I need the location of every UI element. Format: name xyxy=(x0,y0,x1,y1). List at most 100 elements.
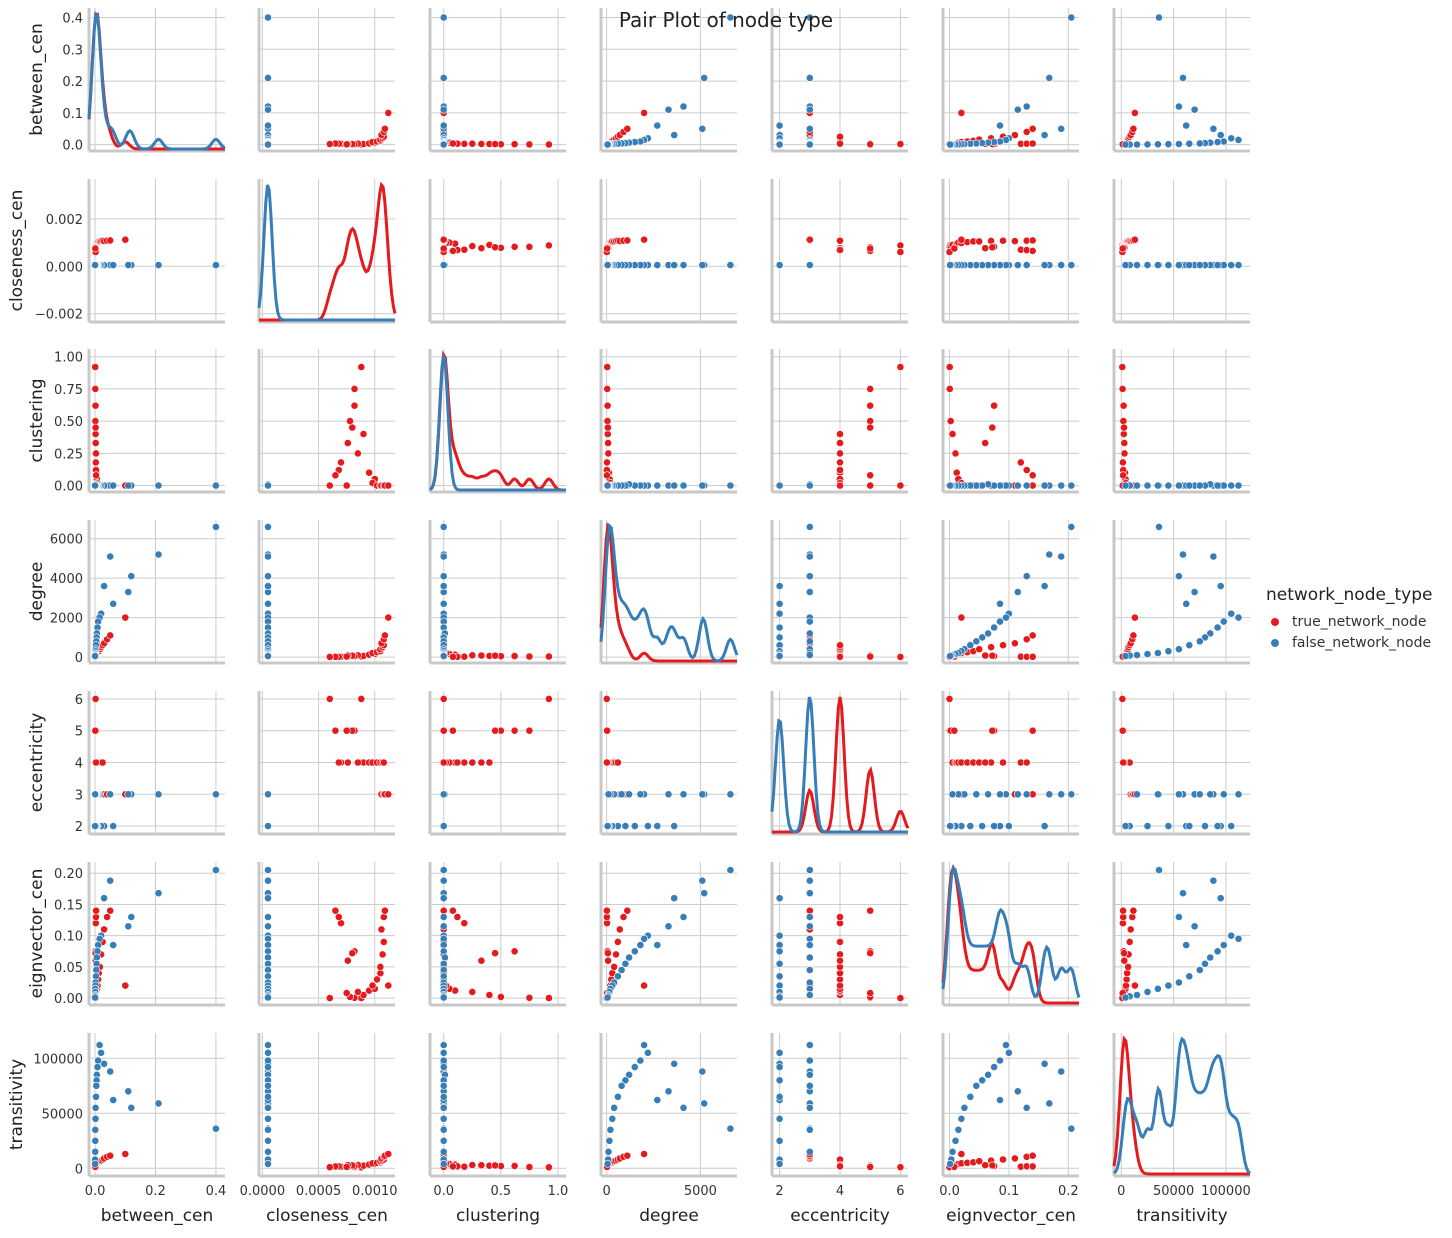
point-false_network_node xyxy=(630,1063,639,1071)
point-false_network_node xyxy=(603,822,612,830)
point-false_network_node xyxy=(966,822,975,830)
point-false_network_node xyxy=(1179,889,1187,898)
point-false_network_node xyxy=(946,652,954,660)
point-false_network_node xyxy=(100,1059,108,1068)
point-false_network_node xyxy=(1154,984,1162,993)
y-axis-label: between_cen xyxy=(27,23,47,136)
point-true_network_node xyxy=(545,1163,553,1172)
point-false_network_node xyxy=(1154,261,1162,269)
point-true_network_node xyxy=(1028,236,1037,245)
point-false_network_node xyxy=(996,1096,1004,1104)
point-true_network_node xyxy=(1022,466,1031,474)
y-tick-label: 50000 xyxy=(42,1107,83,1122)
point-false_network_node xyxy=(91,1136,100,1145)
point-true_network_node xyxy=(342,1163,351,1171)
point-true_network_node xyxy=(510,726,519,735)
point-false_network_node xyxy=(264,1041,272,1049)
point-false_network_node xyxy=(109,941,118,949)
legend-item-true: true_network_node xyxy=(1266,611,1432,632)
x-tick-label: 0 xyxy=(1117,1184,1125,1199)
point-false_network_node xyxy=(1201,822,1209,830)
point-true_network_node xyxy=(603,363,612,371)
point-false_network_node xyxy=(439,1048,448,1057)
point-false_network_node xyxy=(608,1114,617,1123)
point-false_network_node xyxy=(1227,481,1236,490)
point-false_network_node xyxy=(1013,790,1022,799)
point-false_network_node xyxy=(264,652,272,660)
point-false_network_node xyxy=(439,121,448,130)
point-false_network_node xyxy=(1190,105,1199,114)
point-false_network_node xyxy=(775,623,784,632)
point-true_network_node xyxy=(342,989,351,997)
point-true_network_node xyxy=(379,938,388,946)
point-false_network_node xyxy=(679,790,688,799)
y-tick-label: 0.000 xyxy=(46,260,83,275)
point-false_network_node xyxy=(644,822,652,830)
panel-transitivity-vs-clustering: 0.0 0.5 1.0 clustering xyxy=(428,1033,568,1226)
point-true_network_node xyxy=(91,384,100,393)
point-false_network_node xyxy=(640,1041,648,1049)
point-true_network_node xyxy=(342,726,351,735)
point-false_network_node xyxy=(1216,582,1225,590)
point-true_network_node xyxy=(640,981,648,990)
point-true_network_node xyxy=(623,236,632,245)
y-tick-label: 5 xyxy=(75,725,83,740)
point-false_network_node xyxy=(972,790,981,799)
point-false_network_node xyxy=(946,481,954,490)
point-true_network_node xyxy=(836,913,844,921)
point-false_network_node xyxy=(1040,131,1049,139)
point-false_network_node xyxy=(1175,261,1183,269)
point-false_network_node xyxy=(698,1067,707,1076)
point-true_network_node xyxy=(988,423,997,432)
point-true_network_node xyxy=(92,758,100,767)
point-true_network_node xyxy=(604,956,612,965)
point-false_network_node xyxy=(805,124,814,133)
point-false_network_node xyxy=(1182,599,1191,608)
point-true_network_node xyxy=(946,417,955,425)
point-false_network_node xyxy=(439,74,448,82)
point-false_network_node xyxy=(1013,1087,1022,1096)
panel-closeness_cen-vs-clustering xyxy=(428,179,566,324)
point-false_network_node xyxy=(603,481,612,490)
point-true_network_node xyxy=(368,981,377,990)
point-true_network_node xyxy=(448,246,457,255)
point-true_network_node xyxy=(1119,906,1127,915)
y-tick-label: 2 xyxy=(75,820,83,835)
chart-title: Pair Plot of node type xyxy=(618,8,834,32)
point-true_network_node xyxy=(92,449,100,458)
point-false_network_node xyxy=(1227,822,1236,830)
point-true_network_node xyxy=(948,430,957,438)
y-tick-label: 0.2 xyxy=(62,75,83,90)
point-true_network_node xyxy=(1125,938,1134,946)
point-false_network_node xyxy=(264,913,272,921)
point-true_network_node xyxy=(1028,246,1037,255)
point-false_network_node xyxy=(1164,822,1173,830)
point-true_network_node xyxy=(545,695,553,703)
point-true_network_node xyxy=(92,906,100,915)
point-false_network_node xyxy=(1182,121,1191,130)
point-true_network_node xyxy=(619,913,628,921)
point-false_network_node xyxy=(1143,261,1152,269)
point-false_network_node xyxy=(805,1103,814,1112)
point-true_network_node xyxy=(640,1150,648,1158)
point-true_network_node xyxy=(866,471,875,480)
panel-eccentricity-vs-eignvector_cen xyxy=(941,691,1079,836)
panel-degree-vs-transitivity xyxy=(1112,520,1250,665)
point-true_network_node xyxy=(623,1151,632,1160)
point-false_network_node xyxy=(109,1096,118,1104)
point-false_network_node xyxy=(1206,953,1215,962)
point-false_network_node xyxy=(91,1160,99,1168)
point-false_network_node xyxy=(439,1125,448,1134)
y-axis-label: closeness_cen xyxy=(7,190,27,312)
point-false_network_node xyxy=(1175,572,1183,581)
point-false_network_node xyxy=(1164,140,1173,149)
point-false_network_node xyxy=(439,1092,448,1101)
x-tick-label: 0.0 xyxy=(939,1184,960,1199)
point-true_network_node xyxy=(384,481,393,490)
x-tick-label: 0.2 xyxy=(145,1184,166,1199)
point-false_network_node xyxy=(439,582,448,590)
point-true_network_node xyxy=(950,726,959,735)
point-true_network_node xyxy=(378,950,387,959)
point-true_network_node xyxy=(896,363,905,371)
point-false_network_node xyxy=(966,641,975,650)
